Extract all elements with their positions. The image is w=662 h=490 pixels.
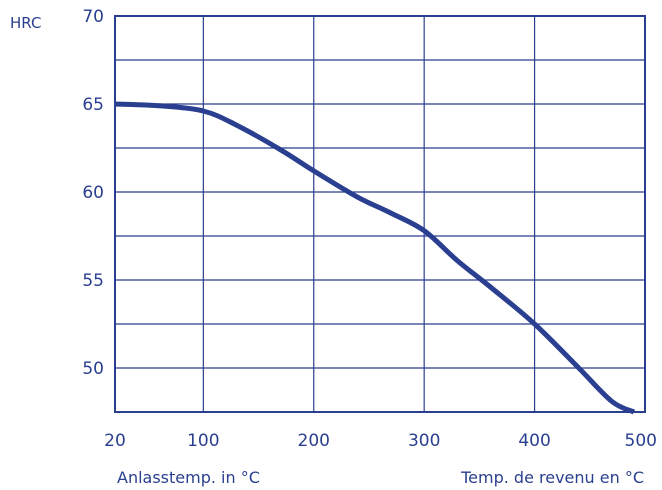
- plot-frame: [114, 15, 646, 413]
- grid: [115, 16, 645, 412]
- y-tick-label: 50: [82, 359, 104, 379]
- x-axis-label-german: Anlasstemp. in °C: [117, 468, 260, 487]
- x-tick-label: 400: [518, 431, 550, 451]
- x-axis-label-french: Temp. de revenu en °C: [460, 468, 644, 487]
- x-tick-label: 100: [187, 431, 219, 451]
- y-axis-label: HRC: [10, 14, 41, 32]
- x-tick-label: 500: [625, 431, 657, 451]
- x-tick-label: 20: [104, 431, 126, 451]
- y-tick-label: 70: [82, 7, 104, 27]
- series-line-hardness: [114, 101, 636, 415]
- x-tick-label: 300: [408, 431, 440, 451]
- x-tick-labels: 20 100 200 300 400 500: [104, 431, 657, 451]
- x-tick-label: 200: [298, 431, 330, 451]
- y-tick-labels: 50 55 60 65 70: [82, 7, 104, 379]
- y-tick-label: 55: [82, 271, 104, 291]
- series-group: [114, 101, 636, 415]
- y-tick-label: 60: [82, 183, 104, 203]
- y-tick-label: 65: [82, 95, 104, 115]
